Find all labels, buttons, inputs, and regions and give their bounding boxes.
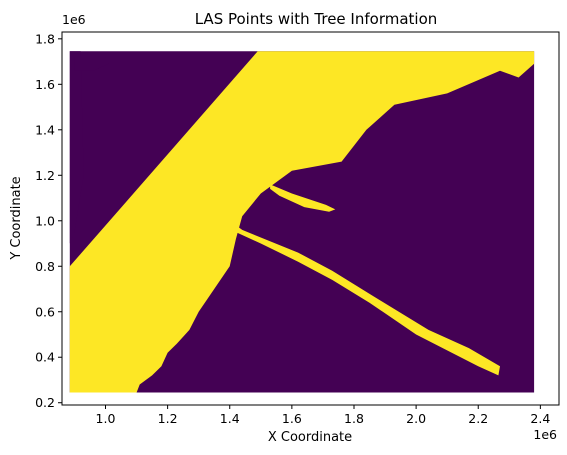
x-offset-label: 1e6 <box>533 427 557 442</box>
y-tick-label: 1.8 <box>35 31 55 46</box>
y-axis-label: Y Coordinate <box>9 176 24 260</box>
y-tick-label: 1.0 <box>35 213 55 228</box>
x-tick-label: 1.8 <box>344 411 364 426</box>
y-tick-label: 0.2 <box>35 395 55 410</box>
x-tick-label: 2.0 <box>406 411 426 426</box>
tree-point-region-0 <box>69 51 535 393</box>
x-tick-label: 2.4 <box>530 411 550 426</box>
x-tick-label: 1.6 <box>282 411 302 426</box>
y-tick-label: 0.4 <box>35 350 55 365</box>
x-tick-label: 1.2 <box>158 411 178 426</box>
tree-point-region-1 <box>235 225 500 376</box>
y-tick-label: 1.6 <box>35 77 55 92</box>
y-tick-label: 0.8 <box>35 259 55 274</box>
x-tick-label: 1.4 <box>220 411 240 426</box>
x-tick-label: 2.2 <box>468 411 488 426</box>
non-tree-point-region-2 <box>74 57 109 71</box>
y-tick-label: 1.4 <box>35 122 55 137</box>
plot-frame <box>61 31 560 406</box>
x-tick-label: 1.0 <box>96 411 116 426</box>
x-axis-label: X Coordinate <box>268 430 352 445</box>
y-offset-label: 1e6 <box>62 12 86 27</box>
x-axis-ticks: 1.0 1.2 1.4 1.6 1.8 2.0 2.2 2.4 <box>96 405 550 426</box>
tree-point-region-2 <box>270 184 336 212</box>
chart-title: LAS Points with Tree Information <box>195 10 438 28</box>
y-tick-label: 0.6 <box>35 304 55 319</box>
y-tick-label: 1.2 <box>35 168 55 183</box>
plot-area <box>69 51 535 393</box>
non-tree-point-region-1 <box>69 51 84 244</box>
tree-points <box>69 51 535 393</box>
y-axis-ticks: 0.2 0.4 0.6 0.8 1.0 1.2 1.4 1.6 1.8 <box>35 31 62 410</box>
